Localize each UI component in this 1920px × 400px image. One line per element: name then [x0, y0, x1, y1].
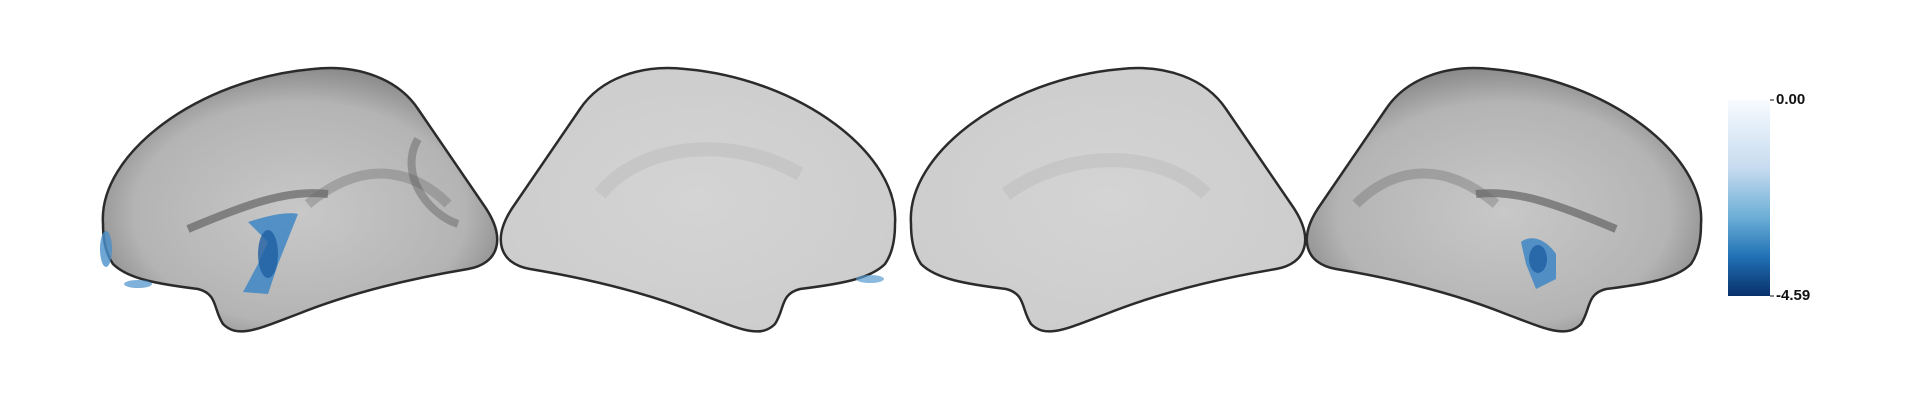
brain-left-lateral	[100, 66, 499, 333]
colorbar	[1728, 100, 1770, 296]
brain-left-medial	[499, 66, 897, 333]
brain-right-medial	[909, 66, 1307, 333]
colorbar-tick-label: -4.59	[1776, 287, 1810, 304]
brain-right-lateral	[1305, 66, 1703, 333]
colorbar-tick-label: 0.00	[1776, 91, 1805, 108]
